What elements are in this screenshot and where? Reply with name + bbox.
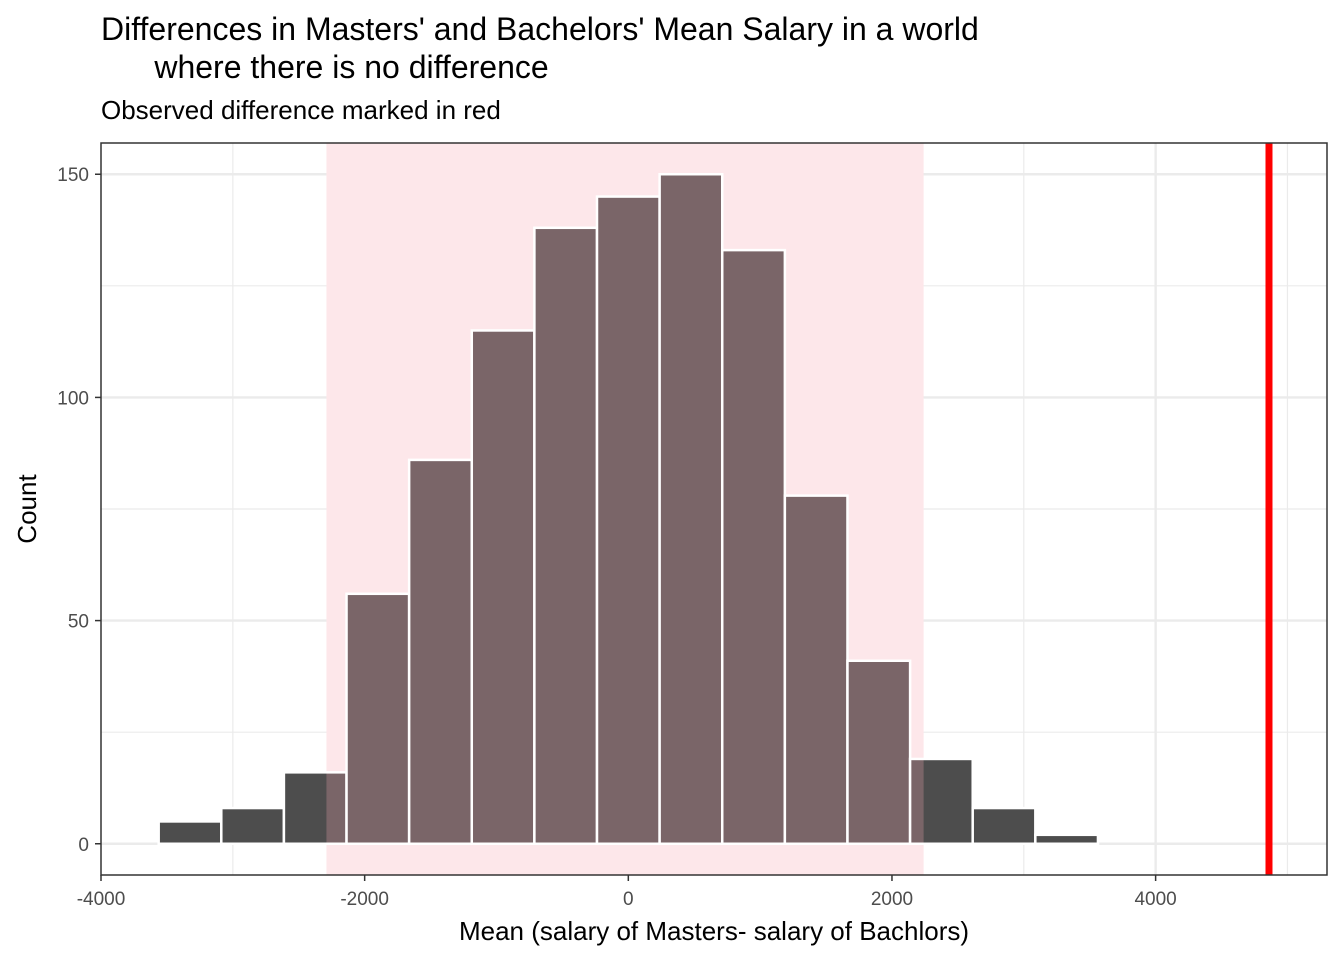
histogram-bar-shaded-part xyxy=(534,227,598,844)
histogram-bar-shaded-part xyxy=(471,330,535,844)
x-tick-label: 0 xyxy=(623,889,634,910)
histogram-bar xyxy=(846,659,912,846)
histogram-bar xyxy=(908,757,974,846)
histogram-bar-outline xyxy=(846,659,912,846)
histogram-bars xyxy=(157,172,1100,846)
histogram-bar-outline xyxy=(971,806,1037,846)
histogram-bar-outline xyxy=(1034,833,1100,846)
x-tick-label: -2000 xyxy=(340,889,389,910)
histogram-bar xyxy=(720,248,787,846)
histogram-bar xyxy=(658,172,724,846)
x-tick-label: 4000 xyxy=(1134,889,1176,910)
histogram-bar xyxy=(1034,833,1100,846)
histogram-bar-outline xyxy=(908,757,974,846)
histogram-bar xyxy=(407,458,474,846)
y-tick-label: 50 xyxy=(68,612,89,633)
histogram-bar-fill xyxy=(221,808,284,844)
histogram-bar-shaded-part xyxy=(722,250,785,844)
histogram-bar-shaded-part xyxy=(326,772,347,844)
histogram-bar-shaded-part xyxy=(659,174,723,844)
histogram-bar-fill xyxy=(972,808,1036,844)
y-axis-title: Count xyxy=(12,474,42,544)
histogram-bar-shaded-part xyxy=(597,196,660,844)
histogram-bar xyxy=(971,806,1037,846)
histogram-bar xyxy=(345,592,411,846)
histogram-bar-fill xyxy=(158,821,222,844)
histogram-bar-fill xyxy=(1035,834,1098,844)
y-tick-label: 0 xyxy=(78,835,89,856)
histogram-bar-shaded-part xyxy=(784,495,848,844)
x-axis-title: Mean (salary of Masters- salary of Bachl… xyxy=(459,916,969,946)
histogram-bar xyxy=(595,195,661,846)
y-tick-label: 150 xyxy=(57,165,89,186)
histogram-bar xyxy=(783,494,849,846)
chart-title: Differences in Masters' and Bachelors' M… xyxy=(101,11,979,85)
histogram-bar-shaded-part xyxy=(346,593,410,844)
histogram-bar-shaded-part xyxy=(910,758,924,844)
y-tick-label: 100 xyxy=(57,388,89,409)
x-tick-label: -4000 xyxy=(77,889,126,910)
histogram-bar xyxy=(282,771,348,846)
axis-ticks: -4000 -2000 0 2000 4000 0 50 100 150 xyxy=(57,165,1176,910)
chart-subtitle: Observed difference marked in red xyxy=(101,95,501,125)
histogram-bar xyxy=(220,806,286,846)
histogram-bar-shaded-part xyxy=(847,660,911,844)
panel-border xyxy=(100,142,1328,876)
histogram-bar-shaded-part xyxy=(409,459,472,844)
histogram-bar xyxy=(470,329,536,846)
histogram-bar xyxy=(533,226,599,846)
x-tick-label: 2000 xyxy=(871,889,913,910)
histogram-bar xyxy=(157,820,223,846)
